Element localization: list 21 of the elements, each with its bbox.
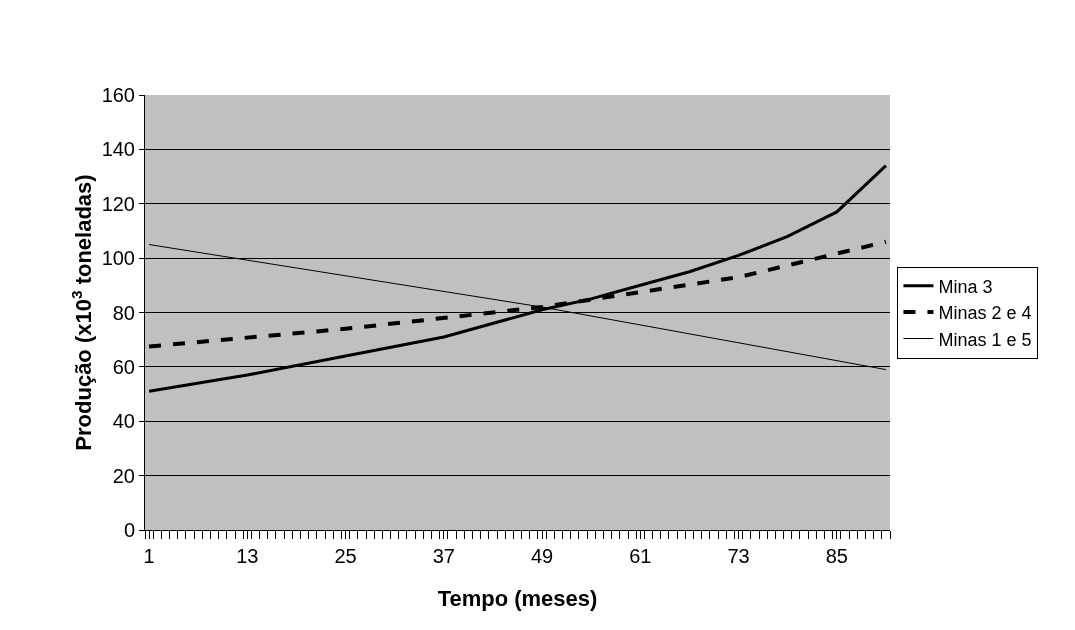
legend-label: Minas 1 e 5 xyxy=(938,329,1032,350)
legend-label: Minas 2 e 4 xyxy=(938,303,1032,324)
y-tick-label: 0 xyxy=(123,519,135,541)
x-axis-title: Tempo (meses) xyxy=(437,586,598,611)
x-tick-label: 73 xyxy=(727,545,750,567)
y-tick-label: 140 xyxy=(101,138,135,161)
y-tick-label: 20 xyxy=(112,464,135,487)
y-tick-label: 120 xyxy=(101,192,135,215)
x-tick-label: 37 xyxy=(432,545,455,567)
y-tick-label: 40 xyxy=(112,410,135,433)
y-tick-label: 160 xyxy=(101,84,135,106)
y-tick-label: 100 xyxy=(101,247,135,270)
x-tick-label: 61 xyxy=(629,545,652,567)
x-tick-label: 49 xyxy=(530,545,554,567)
x-tick-label: 1 xyxy=(143,545,155,567)
x-tick-label: 25 xyxy=(334,545,357,567)
x-tick-label: 13 xyxy=(236,545,259,567)
y-tick-label: 60 xyxy=(112,355,135,378)
legend-label: Mina 3 xyxy=(938,276,993,297)
x-tick-label: 85 xyxy=(825,545,848,567)
y-tick-label: 80 xyxy=(112,301,135,324)
